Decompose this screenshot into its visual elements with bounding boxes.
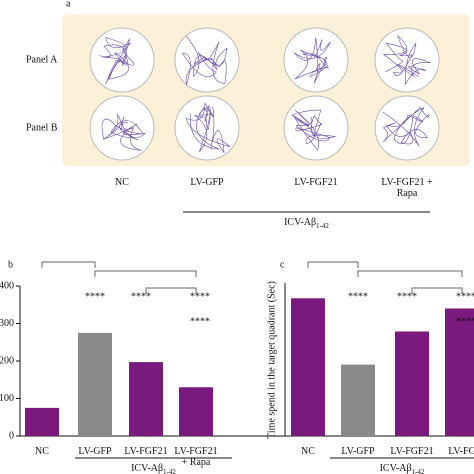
swim-track [181, 35, 228, 86]
bar [291, 298, 325, 436]
group-label: ICV-Aβ1-42 [380, 463, 425, 474]
significance-label: **** [456, 291, 474, 302]
group-subscript: 1-42 [412, 468, 425, 474]
panel-label: b [8, 259, 13, 270]
maze-pool [89, 95, 155, 161]
group-label: ICV-Aβ1-42 [131, 463, 176, 474]
maze-pool [374, 95, 440, 161]
column-label: LV-FGF21 + Rapa [381, 177, 433, 199]
swim-track [186, 102, 231, 153]
significance-bracket [94, 270, 197, 277]
column-label: LV-GFP [190, 177, 224, 188]
x-tick-label: LV-FGF21 [390, 446, 434, 457]
significance-label: **** [85, 291, 105, 302]
row-label: Panel A [26, 54, 58, 65]
significance-label: **** [190, 316, 210, 327]
bar [25, 407, 59, 436]
group-text: ICV-Aβ [380, 463, 412, 474]
bar [445, 308, 474, 436]
swim-track [99, 37, 135, 85]
bar [341, 364, 375, 436]
x-tick-label: LV-FGF21 + Rapa [174, 446, 218, 468]
swim-track [101, 114, 146, 151]
x-tick-label: NC [301, 446, 315, 457]
x-tick-label: LV-FG [448, 446, 474, 457]
swim-track [293, 37, 331, 84]
significance-bracket [307, 261, 359, 268]
y-tick-label: 200 [0, 355, 14, 366]
y-axis-label: Time spend in the target quadrant (Sec) [266, 281, 277, 439]
group-label: ICV-Aβ1-42 [284, 217, 329, 229]
y-tick-label: 400 [0, 280, 14, 291]
significance-label: **** [397, 291, 417, 302]
bar [395, 331, 429, 436]
bar [78, 332, 112, 436]
maze-pool [283, 27, 349, 93]
column-label: NC [115, 177, 129, 188]
panel-a-background [62, 14, 470, 166]
group-text: ICV-Aβ [284, 217, 316, 228]
significance-label: **** [348, 291, 368, 302]
x-tick-label: LV-FGF21 [124, 446, 168, 457]
maze-pool [89, 27, 155, 93]
swim-track [382, 106, 429, 147]
group-subscript: 1-42 [163, 468, 176, 474]
panel-label: a [66, 0, 71, 9]
significance-bracket [41, 261, 96, 268]
y-tick-label: 300 [0, 318, 14, 329]
swim-track [382, 35, 431, 86]
column-label: LV-FGF21 [294, 177, 338, 188]
significance-bracket [411, 287, 463, 294]
significance-bracket [357, 270, 463, 277]
panel-label: c [280, 259, 285, 270]
x-tick-label: NC [35, 446, 49, 457]
bar [129, 362, 163, 436]
x-tick-label: LV-GFP [341, 446, 375, 457]
row-label: Panel B [26, 122, 58, 133]
maze-pool [374, 27, 440, 93]
significance-label: **** [190, 291, 210, 302]
y-tick-label: 100 [0, 393, 14, 404]
significance-label: **** [131, 291, 151, 302]
swim-track [290, 109, 336, 151]
y-tick-label: 0 [9, 430, 14, 441]
bar [179, 387, 213, 436]
group-text: ICV-Aβ [131, 463, 163, 474]
group-subscript: 1-42 [316, 222, 329, 230]
x-tick-label: LV-GFP [78, 446, 112, 457]
significance-bracket [145, 287, 197, 294]
significance-label: **** [456, 316, 474, 327]
